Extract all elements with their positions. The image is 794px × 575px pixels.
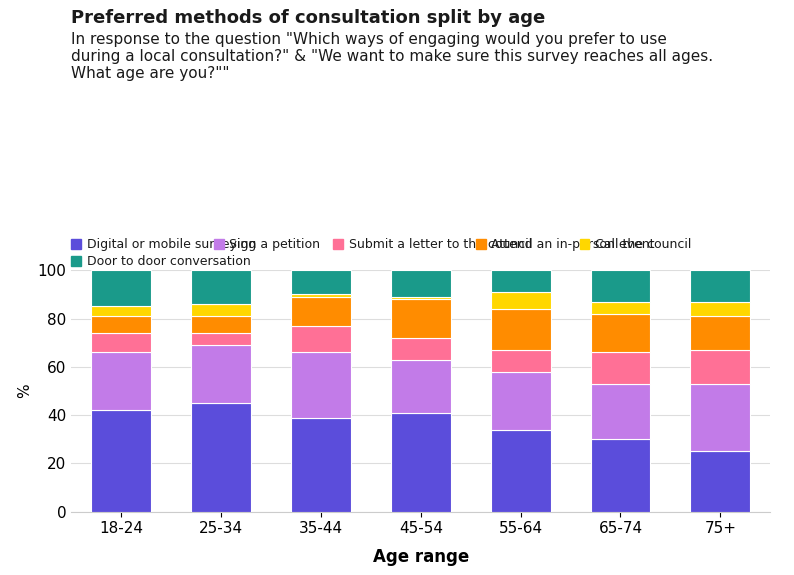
Bar — [591, 439, 650, 512]
Bar — [291, 417, 351, 512]
Text: In response to the question "Which ways of engaging would you prefer to use
duri: In response to the question "Which ways … — [71, 32, 714, 82]
Bar — [491, 371, 550, 430]
Bar — [191, 403, 251, 512]
Text: Sign a petition: Sign a petition — [229, 238, 321, 251]
Bar — [291, 352, 351, 417]
Text: Preferred methods of consultation split by age: Preferred methods of consultation split … — [71, 9, 545, 26]
Bar — [690, 316, 750, 350]
X-axis label: Age range: Age range — [372, 547, 469, 566]
Bar — [491, 292, 550, 309]
Bar — [491, 270, 550, 292]
Bar — [391, 297, 451, 299]
Bar — [391, 270, 451, 297]
Bar — [191, 316, 251, 333]
Bar — [591, 352, 650, 384]
Bar — [191, 333, 251, 345]
Bar — [91, 411, 152, 512]
Bar — [591, 270, 650, 302]
Text: Submit a letter to the council: Submit a letter to the council — [349, 238, 532, 251]
Bar — [91, 352, 152, 411]
Bar — [690, 384, 750, 451]
Bar — [690, 270, 750, 302]
Bar — [391, 359, 451, 413]
Bar — [91, 270, 152, 306]
Bar — [591, 302, 650, 314]
Y-axis label: %: % — [17, 384, 33, 398]
Bar — [191, 270, 251, 304]
Bar — [391, 338, 451, 359]
Bar — [291, 297, 351, 326]
Bar — [191, 345, 251, 403]
Text: Digital or mobile surveying: Digital or mobile surveying — [87, 238, 256, 251]
Bar — [391, 299, 451, 338]
Text: Attend an in-person event: Attend an in-person event — [491, 238, 655, 251]
Bar — [91, 306, 152, 316]
Text: Call the council: Call the council — [595, 238, 691, 251]
Bar — [491, 350, 550, 371]
Bar — [491, 430, 550, 512]
Bar — [191, 304, 251, 316]
Bar — [291, 326, 351, 352]
Bar — [591, 314, 650, 352]
Bar — [291, 294, 351, 297]
Bar — [91, 316, 152, 333]
Bar — [391, 413, 451, 512]
Bar — [690, 350, 750, 384]
Bar — [591, 384, 650, 439]
Bar — [91, 333, 152, 352]
Bar — [491, 309, 550, 350]
Bar — [690, 451, 750, 512]
Bar — [690, 302, 750, 316]
Bar — [291, 270, 351, 294]
Text: Door to door conversation: Door to door conversation — [87, 255, 250, 268]
